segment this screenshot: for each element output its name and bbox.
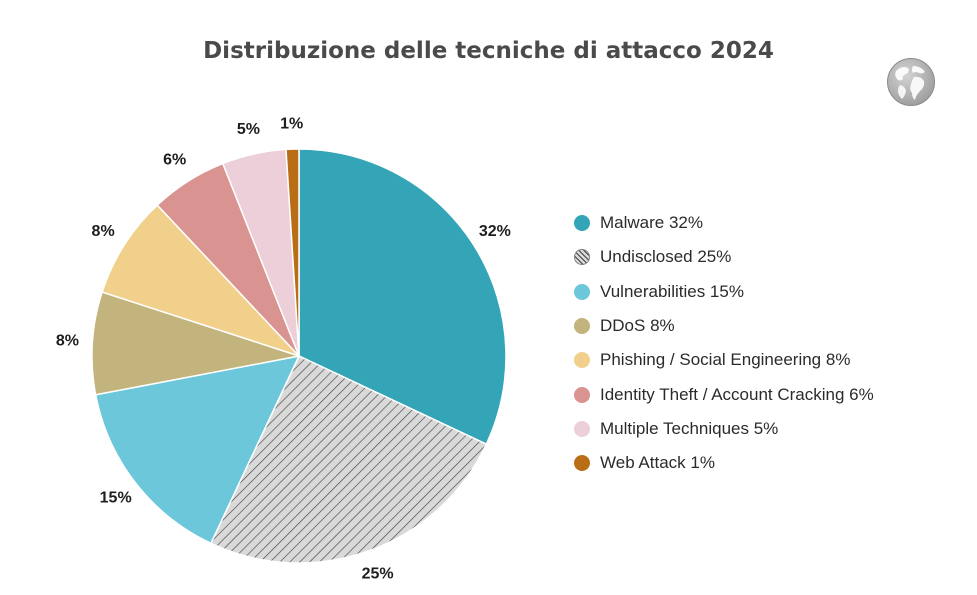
legend-swatch (574, 386, 590, 403)
slice-value-label: 6% (163, 151, 186, 168)
pie-slice-malware (298, 148, 507, 446)
slice-value-label: 1% (280, 115, 303, 132)
legend-item: DDoS 8% (574, 309, 874, 343)
slice-value-label: 25% (362, 566, 394, 583)
slice-value-label: 15% (100, 489, 132, 506)
legend-swatch (574, 318, 590, 335)
legend-label: DDoS 8% (600, 316, 675, 336)
legend-item: Web Attack 1% (574, 446, 874, 480)
legend-label: Identity Theft / Account Cracking 6% (600, 384, 874, 404)
globe-icon (886, 57, 936, 107)
slice-value-label: 5% (237, 121, 260, 138)
chart-title: Distribuzione delle tecniche di attacco … (203, 38, 774, 64)
legend-swatch (574, 215, 590, 232)
legend-item: Phishing / Social Engineering 8% (574, 343, 874, 377)
legend-item: Undisclosed 25% (574, 240, 874, 274)
chart-legend: Malware 32% Undisclosed 25% Vulnerabilitie… (574, 206, 874, 480)
legend-item: Multiple Techniques 5% (574, 412, 874, 446)
pie-slice-undisclosed (209, 355, 488, 564)
slice-value-label: 32% (479, 223, 511, 240)
slice-value-label: 8% (56, 333, 79, 350)
legend-swatch (574, 249, 590, 266)
pie-slice-phishing-social-engineering (101, 204, 300, 357)
legend-swatch (574, 455, 590, 472)
legend-label: Malware 32% (600, 213, 703, 233)
legend-label: Multiple Techniques 5% (600, 418, 779, 438)
pie-slice-ddos (91, 291, 300, 396)
legend-item: Vulnerabilities 15% (574, 275, 874, 309)
pie-slice-vulnerabilities (94, 354, 301, 545)
legend-item: Identity Theft / Account Cracking 6% (574, 377, 874, 411)
pie-slice-web-attack (285, 148, 300, 357)
legend-label: Phishing / Social Engineering 8% (600, 350, 851, 370)
legend-label: Web Attack 1% (600, 453, 715, 473)
legend-label: Undisclosed 25% (600, 247, 732, 267)
slice-value-label: 8% (92, 223, 115, 240)
legend-item: Malware 32% (574, 206, 874, 240)
legend-swatch (574, 352, 590, 369)
legend-swatch (574, 283, 590, 300)
legend-swatch (574, 420, 590, 437)
legend-label: Vulnerabilities 15% (600, 281, 744, 301)
